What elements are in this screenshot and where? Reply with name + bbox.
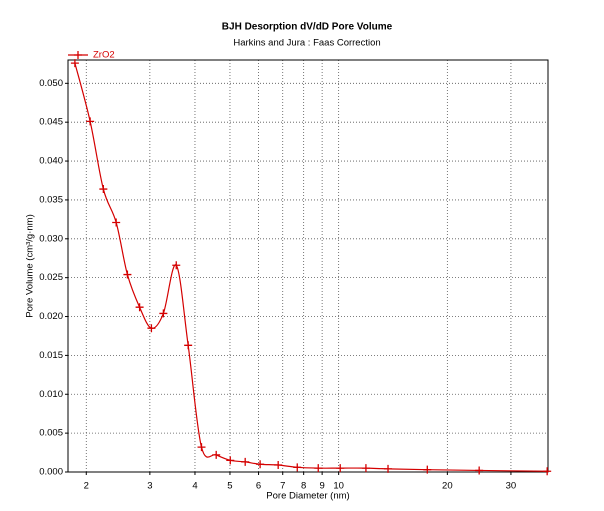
x-tick-label: 9 — [319, 481, 324, 492]
y-tick-label: 0.045 — [39, 117, 63, 128]
marker — [241, 457, 250, 466]
marker — [86, 117, 95, 126]
chart-title: BJH Desorption dV/dD Pore Volume — [222, 22, 393, 33]
plot-frame — [67, 59, 549, 473]
marker — [135, 303, 144, 312]
x-axis-label: Pore Diameter (nm) — [266, 491, 349, 502]
x-tick-label: 10 — [333, 481, 344, 492]
x-tick-label: 4 — [192, 481, 197, 492]
x-tick-label: 5 — [227, 481, 232, 492]
y-tick-label: 0.025 — [39, 272, 63, 283]
y-tick-label: 0.010 — [39, 389, 63, 400]
x-tick-label: 6 — [256, 481, 261, 492]
y-tick-label: 0.015 — [39, 350, 63, 361]
marker — [159, 309, 168, 318]
y-tick-label: 0.040 — [39, 156, 63, 167]
marker — [543, 467, 552, 476]
marker — [384, 464, 393, 473]
marker — [184, 341, 193, 350]
y-tick-label: 0.020 — [39, 311, 63, 322]
marker — [70, 59, 79, 68]
marker — [226, 456, 235, 465]
marker — [336, 464, 345, 473]
marker — [293, 463, 302, 472]
marker — [361, 464, 370, 473]
marker — [212, 450, 221, 459]
marker — [147, 324, 156, 333]
marker — [112, 218, 121, 227]
y-axis-label: Pore Volume (cm³/g·nm) — [25, 214, 36, 317]
marker — [197, 443, 206, 452]
chart-subtitle: Harkins and Jura : Faas Correction — [233, 38, 380, 49]
x-tick-label: 7 — [280, 481, 285, 492]
y-tick-label: 0.050 — [39, 78, 63, 89]
marker — [172, 261, 181, 270]
marker — [423, 465, 432, 474]
legend-label: ZrO2 — [93, 50, 115, 61]
y-tick-label: 0.000 — [39, 467, 63, 478]
x-tick-label: 3 — [147, 481, 152, 492]
marker — [123, 270, 132, 279]
y-tick-label: 0.030 — [39, 233, 63, 244]
legend-marker — [74, 51, 82, 59]
marker — [99, 185, 108, 194]
x-tick-label: 20 — [442, 481, 453, 492]
marker — [314, 464, 323, 473]
marker — [274, 461, 283, 470]
x-tick-label: 8 — [301, 481, 306, 492]
marker — [256, 460, 265, 469]
series-line — [74, 62, 548, 472]
x-tick-label: 2 — [84, 481, 89, 492]
y-tick-label: 0.005 — [39, 428, 63, 439]
marker — [475, 466, 484, 475]
x-tick-label: 30 — [506, 481, 517, 492]
y-tick-label: 0.035 — [39, 194, 63, 205]
